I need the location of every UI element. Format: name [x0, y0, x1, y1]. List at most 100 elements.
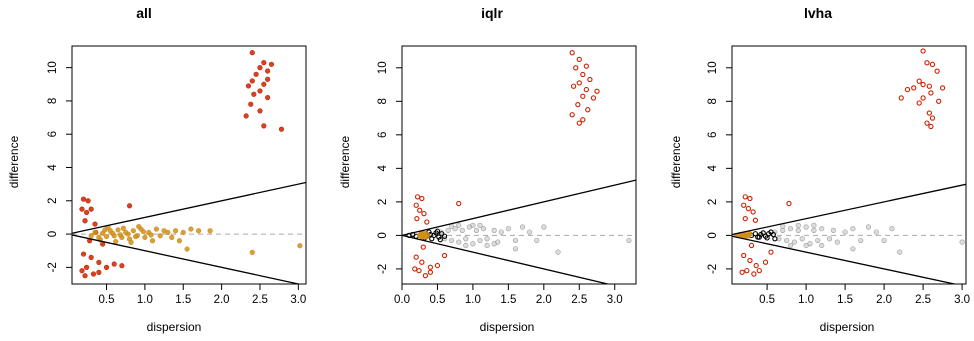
plot-area-lvha: 0.5 1.0 1.5 2.0 2.5 3.0 -2 0 2 4 6 8 10 — [707, 45, 970, 306]
data-point — [916, 100, 922, 106]
data-point — [111, 261, 117, 267]
data-point — [959, 239, 965, 245]
data-point — [88, 233, 94, 239]
data-point — [82, 218, 88, 224]
data-point — [103, 264, 110, 270]
data-point — [747, 195, 753, 202]
data-point — [755, 234, 761, 240]
data-point — [419, 195, 425, 202]
y-tick-label: 4 — [47, 164, 59, 171]
panel-title: lvha — [804, 5, 832, 21]
x-tick-label: 0.5 — [99, 294, 115, 306]
data-point — [555, 249, 561, 255]
data-point — [575, 102, 581, 108]
data-point — [803, 224, 809, 230]
data-point — [865, 224, 872, 230]
x-tick-label: 3.0 — [290, 294, 306, 306]
data-point — [441, 233, 448, 239]
data-point — [176, 238, 183, 244]
data-point — [534, 237, 540, 244]
y-tick-label: 6 — [377, 132, 389, 138]
panel-lvha: lvha dispersion difference 0.5 1.0 1.5 2.0 2… — [669, 5, 970, 334]
data-point — [417, 231, 424, 238]
data-point — [80, 196, 87, 202]
data-point — [96, 259, 102, 265]
data-point — [590, 95, 597, 101]
data-point — [753, 262, 759, 269]
plot-content — [402, 50, 636, 284]
data-point — [470, 222, 476, 228]
data-point — [484, 236, 490, 242]
data-point — [251, 91, 257, 97]
data-point — [580, 71, 586, 78]
data-point — [512, 246, 519, 252]
y-tick-label: -2 — [377, 264, 389, 274]
data-point — [920, 95, 926, 101]
x-tick-label: 1.5 — [837, 294, 853, 306]
data-point — [257, 108, 263, 114]
x-tick-label: 1.0 — [137, 294, 153, 306]
data-point — [881, 237, 887, 244]
data-point — [248, 101, 254, 107]
plot-content — [732, 48, 966, 284]
data-point — [140, 228, 146, 235]
x-tick-label: 1.5 — [175, 294, 191, 306]
data-point — [437, 236, 443, 243]
data-point — [120, 225, 127, 231]
y-tick-label: 10 — [47, 61, 59, 74]
data-point — [477, 222, 483, 228]
data-point — [265, 68, 271, 74]
data-point — [459, 227, 465, 233]
data-point — [834, 239, 840, 245]
data-point — [83, 264, 90, 270]
x-tick-label: 1.0 — [465, 294, 481, 306]
data-point — [245, 83, 252, 89]
data-point — [278, 126, 285, 132]
data-point — [585, 107, 591, 113]
data-point — [441, 252, 448, 259]
x-tick-label: 2.0 — [536, 294, 552, 306]
data-point — [583, 63, 590, 69]
plot-area-iqlr: 0.0 0.5 1.0 1.5 2.0 2.5 3.0 -2 0 2 4 6 8 10 — [377, 45, 637, 306]
data-point — [791, 239, 798, 245]
data-point — [768, 249, 774, 255]
data-point — [421, 210, 427, 217]
data-point — [795, 227, 801, 233]
data-point — [811, 227, 817, 233]
data-point — [783, 237, 790, 244]
data-point — [741, 202, 747, 208]
data-point — [115, 227, 121, 233]
data-point — [165, 229, 171, 236]
data-point — [541, 224, 547, 230]
y-tick-label: 6 — [707, 132, 719, 138]
data-point — [417, 207, 423, 213]
data-point — [747, 257, 753, 264]
x-tick-label: 2.5 — [571, 294, 587, 306]
data-point — [88, 254, 94, 260]
data-point — [243, 113, 249, 119]
y-tick-label: 10 — [377, 61, 389, 74]
data-point — [456, 200, 462, 207]
data-point — [799, 236, 805, 242]
x-tick-label: 2.0 — [876, 294, 892, 306]
data-point — [811, 222, 817, 228]
data-point — [889, 226, 895, 232]
data-point — [79, 268, 85, 274]
data-point — [445, 227, 451, 233]
data-point — [569, 112, 575, 118]
y-tick-label: 2 — [707, 199, 719, 205]
data-point — [412, 266, 418, 272]
data-point — [136, 223, 142, 230]
data-point — [926, 110, 932, 116]
data-point — [580, 93, 586, 99]
data-point — [926, 83, 932, 89]
data-point — [427, 269, 434, 275]
data-point — [787, 242, 794, 249]
data-point — [297, 243, 303, 249]
panel-title: all — [136, 5, 152, 21]
data-point — [928, 90, 934, 96]
data-point — [480, 226, 487, 232]
data-point — [456, 239, 462, 245]
data-point — [265, 76, 271, 82]
